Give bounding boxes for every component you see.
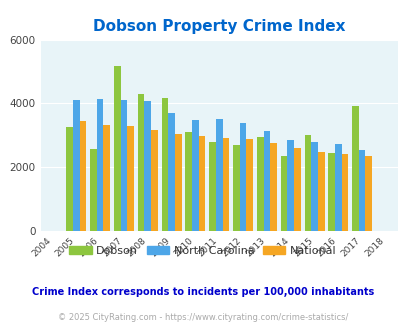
Bar: [144, 102, 151, 231]
Bar: [287, 140, 293, 231]
Bar: [293, 148, 300, 231]
Bar: [232, 145, 239, 231]
Legend: Dobson, North Carolina, National: Dobson, North Carolina, National: [65, 241, 340, 260]
Bar: [215, 119, 222, 231]
Bar: [358, 150, 364, 231]
Bar: [317, 151, 324, 231]
Bar: [96, 99, 103, 231]
Bar: [239, 123, 246, 231]
Bar: [328, 153, 334, 231]
Bar: [351, 106, 358, 231]
Bar: [310, 142, 317, 231]
Bar: [168, 113, 175, 231]
Bar: [270, 143, 276, 231]
Bar: [90, 149, 96, 231]
Bar: [246, 139, 252, 231]
Bar: [198, 136, 205, 231]
Bar: [280, 156, 287, 231]
Bar: [185, 132, 192, 231]
Bar: [114, 66, 120, 231]
Text: © 2025 CityRating.com - https://www.cityrating.com/crime-statistics/: © 2025 CityRating.com - https://www.city…: [58, 313, 347, 322]
Bar: [79, 121, 86, 231]
Bar: [175, 134, 181, 231]
Bar: [103, 125, 110, 231]
Bar: [192, 120, 198, 231]
Title: Dobson Property Crime Index: Dobson Property Crime Index: [93, 19, 345, 34]
Bar: [127, 126, 134, 231]
Bar: [73, 100, 79, 231]
Bar: [151, 130, 158, 231]
Bar: [256, 137, 263, 231]
Bar: [161, 98, 168, 231]
Bar: [334, 144, 341, 231]
Bar: [341, 154, 347, 231]
Text: Crime Index corresponds to incidents per 100,000 inhabitants: Crime Index corresponds to incidents per…: [32, 287, 373, 297]
Bar: [137, 94, 144, 231]
Bar: [120, 100, 127, 231]
Bar: [304, 135, 310, 231]
Bar: [263, 131, 270, 231]
Bar: [364, 156, 371, 231]
Bar: [222, 138, 229, 231]
Bar: [66, 127, 73, 231]
Bar: [209, 142, 215, 231]
